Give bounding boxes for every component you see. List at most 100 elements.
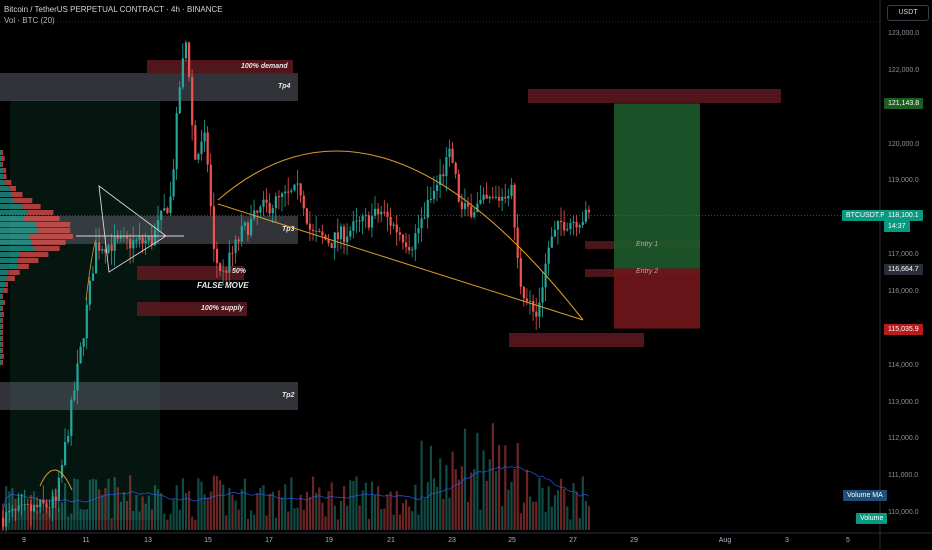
volume-bar (184, 492, 188, 530)
volume-bar (57, 508, 60, 530)
volume-bar (541, 487, 544, 530)
candle-body (70, 399, 73, 436)
volume-bar (330, 482, 333, 530)
candle-body (26, 503, 29, 505)
volume-bar (135, 494, 138, 530)
volume-bar (333, 505, 336, 530)
candle-body (169, 196, 172, 214)
candle-body (476, 203, 479, 213)
candle-body (160, 210, 163, 220)
fifty-percent-zone (137, 266, 244, 280)
volume-bar (525, 469, 529, 530)
candle-body (147, 236, 150, 241)
volume-bar (504, 445, 507, 530)
time-axis-label: 11 (82, 537, 90, 544)
volume-bar (532, 501, 535, 530)
candle-body (488, 196, 491, 199)
time-axis-label: 23 (448, 537, 456, 544)
volume-bar (491, 423, 494, 530)
profile-bar (0, 330, 2, 335)
candle-body (219, 263, 222, 272)
candle-body (191, 76, 194, 126)
price-axis-label: 113,000.0 (888, 398, 919, 406)
volume-bar (253, 514, 256, 530)
candle-body (510, 184, 513, 196)
volume-bar (268, 493, 271, 530)
candle-body (178, 87, 181, 114)
candle-body (358, 220, 361, 222)
currency-button[interactable]: USDT (887, 5, 929, 21)
profile-bar (0, 252, 20, 257)
volume-bar (42, 512, 45, 530)
volume-profile (0, 150, 73, 365)
volume-bar (157, 489, 160, 530)
profile-bar (3, 288, 8, 293)
volume-bar (48, 509, 51, 530)
volume-bar (281, 497, 284, 530)
volume-bar (36, 511, 39, 530)
candle-body (240, 225, 243, 242)
candle-body (308, 223, 312, 230)
candle-body (14, 508, 17, 511)
volume-bar (361, 490, 364, 530)
candle-body (281, 193, 284, 198)
volume-bar (383, 508, 386, 530)
profile-bar (0, 198, 14, 203)
profile-bar (4, 180, 12, 185)
candle-body (153, 229, 157, 246)
volume-bar (113, 477, 116, 530)
volume-bar (23, 504, 26, 530)
candle-body (64, 441, 67, 465)
volume-bar (240, 489, 243, 530)
triangle-pattern (98, 185, 167, 273)
candle-body (426, 200, 429, 218)
volume-indicator-title[interactable]: Vol · BTC (20) (4, 16, 55, 25)
candle-body (367, 215, 370, 228)
volume-bar (358, 505, 361, 530)
upper-resistance-zone (528, 89, 781, 103)
volume-bar (349, 480, 352, 530)
volume-bar (522, 502, 525, 530)
candle-body (73, 390, 76, 400)
candle-body (408, 247, 411, 251)
candle-body (401, 234, 405, 243)
volume-bar (535, 501, 538, 530)
volume-bar (91, 478, 95, 530)
candle-body (374, 208, 377, 216)
candle-body (529, 300, 532, 302)
volume-bar (343, 486, 346, 530)
candle-body (315, 230, 318, 232)
volume-bar (479, 509, 482, 530)
time-axis-label: 15 (204, 537, 212, 544)
volume-bar (417, 514, 420, 530)
volume-bar (439, 458, 442, 530)
candle-body (516, 227, 519, 259)
profile-bar (6, 276, 15, 281)
volume-bar (312, 476, 315, 530)
profile-bar (1, 336, 3, 341)
volume-bar (70, 513, 73, 530)
volume-bar (129, 475, 132, 530)
profile-bar (9, 186, 16, 191)
profile-bar (38, 228, 71, 233)
volume-bar (482, 450, 485, 530)
volume-bar (485, 480, 488, 530)
profile-bar (34, 246, 60, 251)
symbol-title[interactable]: Bitcoin / TetherUS PERPETUAL CONTRACT · … (4, 5, 223, 14)
volume-bar (553, 495, 556, 530)
profile-bar (0, 348, 2, 353)
profile-bar (0, 360, 2, 365)
stop-loss-zone (614, 268, 700, 329)
volume-bar (228, 487, 231, 530)
profile-bar (0, 162, 2, 167)
candle-body (451, 148, 454, 163)
volume-bar (327, 491, 330, 530)
candle-body (553, 229, 556, 237)
volume-bar (163, 513, 166, 530)
volume-bar (287, 511, 290, 530)
candle-body (188, 42, 191, 77)
candle-body (513, 184, 516, 228)
candle-body (29, 504, 33, 512)
volume-bar (556, 489, 560, 530)
